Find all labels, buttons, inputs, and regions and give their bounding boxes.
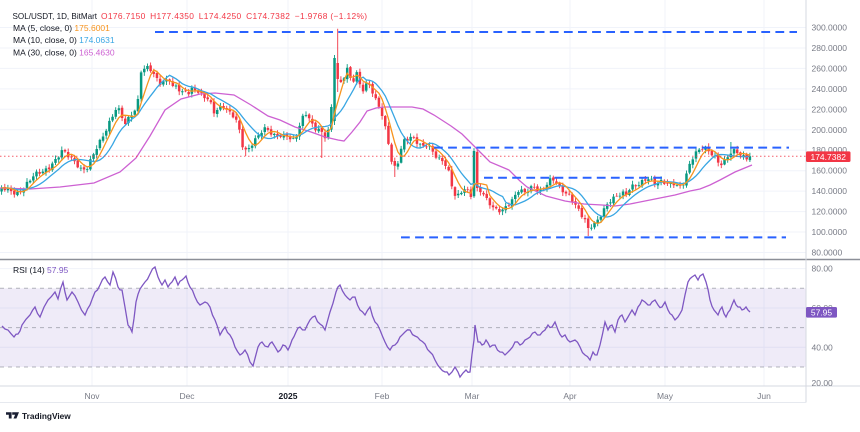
svg-text:MA (5, close, 0) 175.6001: MA (5, close, 0) 175.6001 (13, 23, 110, 33)
svg-text:20.00: 20.00 (812, 378, 834, 388)
svg-text:Mar: Mar (465, 391, 480, 401)
svg-text:300.0000: 300.0000 (812, 23, 848, 33)
svg-text:O176.7150 H177.4350 L174.4250: O176.7150 H177.4350 L174.4250 C174.7382 … (101, 11, 367, 21)
svg-text:160.0000: 160.0000 (812, 166, 848, 176)
svg-text:280.0000: 280.0000 (812, 43, 848, 53)
svg-text:Dec: Dec (179, 391, 195, 401)
svg-text:260.0000: 260.0000 (812, 63, 848, 73)
svg-text:200.0000: 200.0000 (812, 125, 848, 135)
svg-text:MA (30, close, 0) 165.4630: MA (30, close, 0) 165.4630 (13, 47, 115, 57)
svg-text:May: May (657, 391, 674, 401)
svg-text:Jun: Jun (757, 391, 771, 401)
svg-text:RSI (14) 57.95: RSI (14) 57.95 (13, 265, 69, 275)
svg-text:TradingView: TradingView (22, 411, 71, 421)
svg-text:Feb: Feb (375, 391, 390, 401)
svg-text:80.00: 80.00 (812, 264, 834, 274)
svg-text:100.0000: 100.0000 (812, 227, 848, 237)
svg-text:180.0000: 180.0000 (812, 145, 848, 155)
svg-text:Nov: Nov (84, 391, 100, 401)
svg-text:140.0000: 140.0000 (812, 186, 848, 196)
svg-text:SOL/USDT, 1D, BitMart: SOL/USDT, 1D, BitMart (13, 12, 98, 21)
svg-text:2025: 2025 (279, 391, 298, 401)
svg-text:220.0000: 220.0000 (812, 104, 848, 114)
svg-text:40.00: 40.00 (812, 342, 834, 352)
svg-text:120.0000: 120.0000 (812, 207, 848, 217)
svg-text:174.7382: 174.7382 (810, 152, 846, 162)
svg-text:MA (10, close, 0) 174.0631: MA (10, close, 0) 174.0631 (13, 35, 115, 45)
svg-text:Apr: Apr (563, 391, 576, 401)
svg-text:80.0000: 80.0000 (812, 248, 843, 258)
svg-text:57.95: 57.95 (811, 307, 833, 317)
svg-text:240.0000: 240.0000 (812, 84, 848, 94)
